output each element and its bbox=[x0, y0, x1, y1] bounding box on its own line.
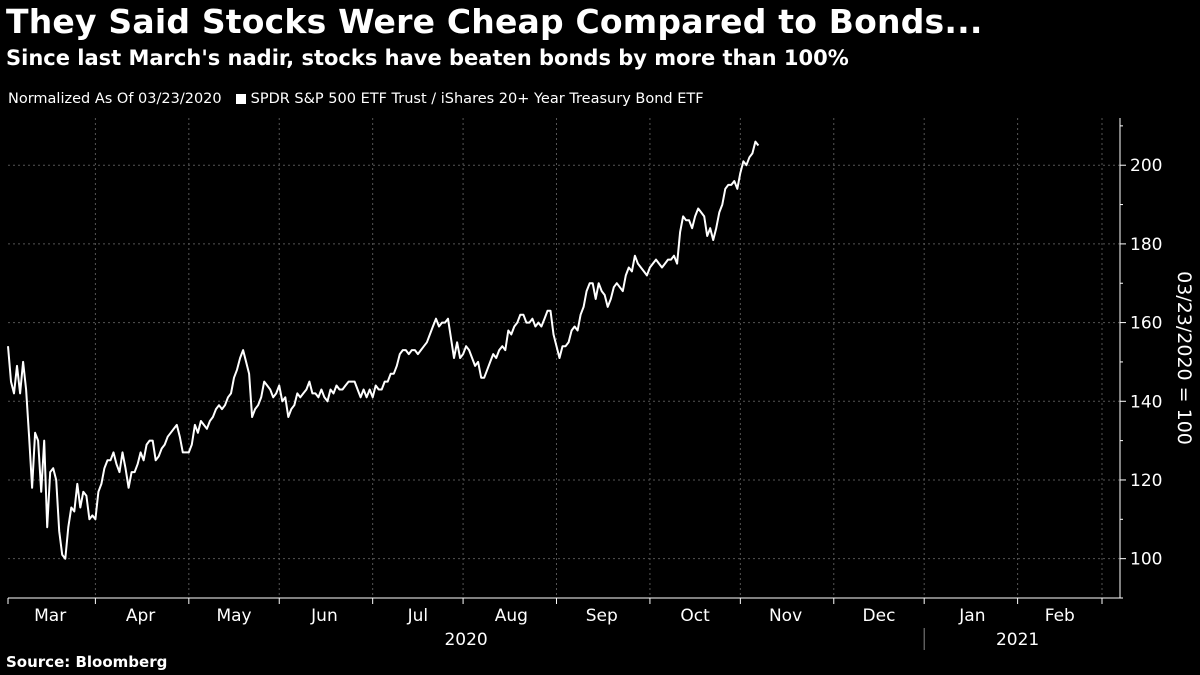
legend-series-label: SPDR S&P 500 ETF Trust / iShares 20+ Yea… bbox=[250, 91, 704, 107]
x-tick-label: Jun bbox=[310, 606, 338, 626]
x-tick-label: Jan bbox=[958, 606, 985, 626]
legend-note: Normalized As Of 03/23/2020 bbox=[8, 91, 222, 107]
x-tick-label: Jul bbox=[407, 606, 429, 626]
y-axis-label: 03/23/2020 = 100 bbox=[1173, 271, 1195, 445]
x-year-label: 2021 bbox=[996, 630, 1039, 650]
chart-subtitle: Since last March's nadir, stocks have be… bbox=[6, 46, 849, 70]
x-tick-label: Feb bbox=[1045, 606, 1075, 626]
legend: Normalized As Of 03/23/2020 SPDR S&P 500… bbox=[8, 91, 704, 107]
x-tick-label: Apr bbox=[126, 606, 155, 626]
legend-swatch bbox=[235, 94, 246, 104]
x-tick-label: Nov bbox=[769, 606, 802, 626]
x-tick-label: Aug bbox=[495, 606, 528, 626]
source-note: Source: Bloomberg bbox=[6, 653, 168, 671]
x-tick-label: Mar bbox=[34, 606, 66, 626]
y-tick-label: 200 bbox=[1130, 156, 1162, 176]
x-tick-label: Sep bbox=[586, 606, 618, 626]
series-line bbox=[7, 140, 760, 560]
y-tick-label: 160 bbox=[1130, 314, 1162, 334]
y-tick-label: 100 bbox=[1130, 550, 1162, 570]
x-tick-label: Oct bbox=[680, 606, 710, 626]
chart-title: They Said Stocks Were Cheap Compared to … bbox=[6, 2, 983, 41]
x-tick-label: May bbox=[216, 606, 251, 626]
x-tick-label: Dec bbox=[863, 606, 896, 626]
x-year-label: 2020 bbox=[444, 630, 487, 650]
y-tick-label: 120 bbox=[1130, 471, 1162, 491]
y-tick-label: 140 bbox=[1130, 392, 1162, 412]
y-tick-label: 180 bbox=[1130, 235, 1162, 255]
